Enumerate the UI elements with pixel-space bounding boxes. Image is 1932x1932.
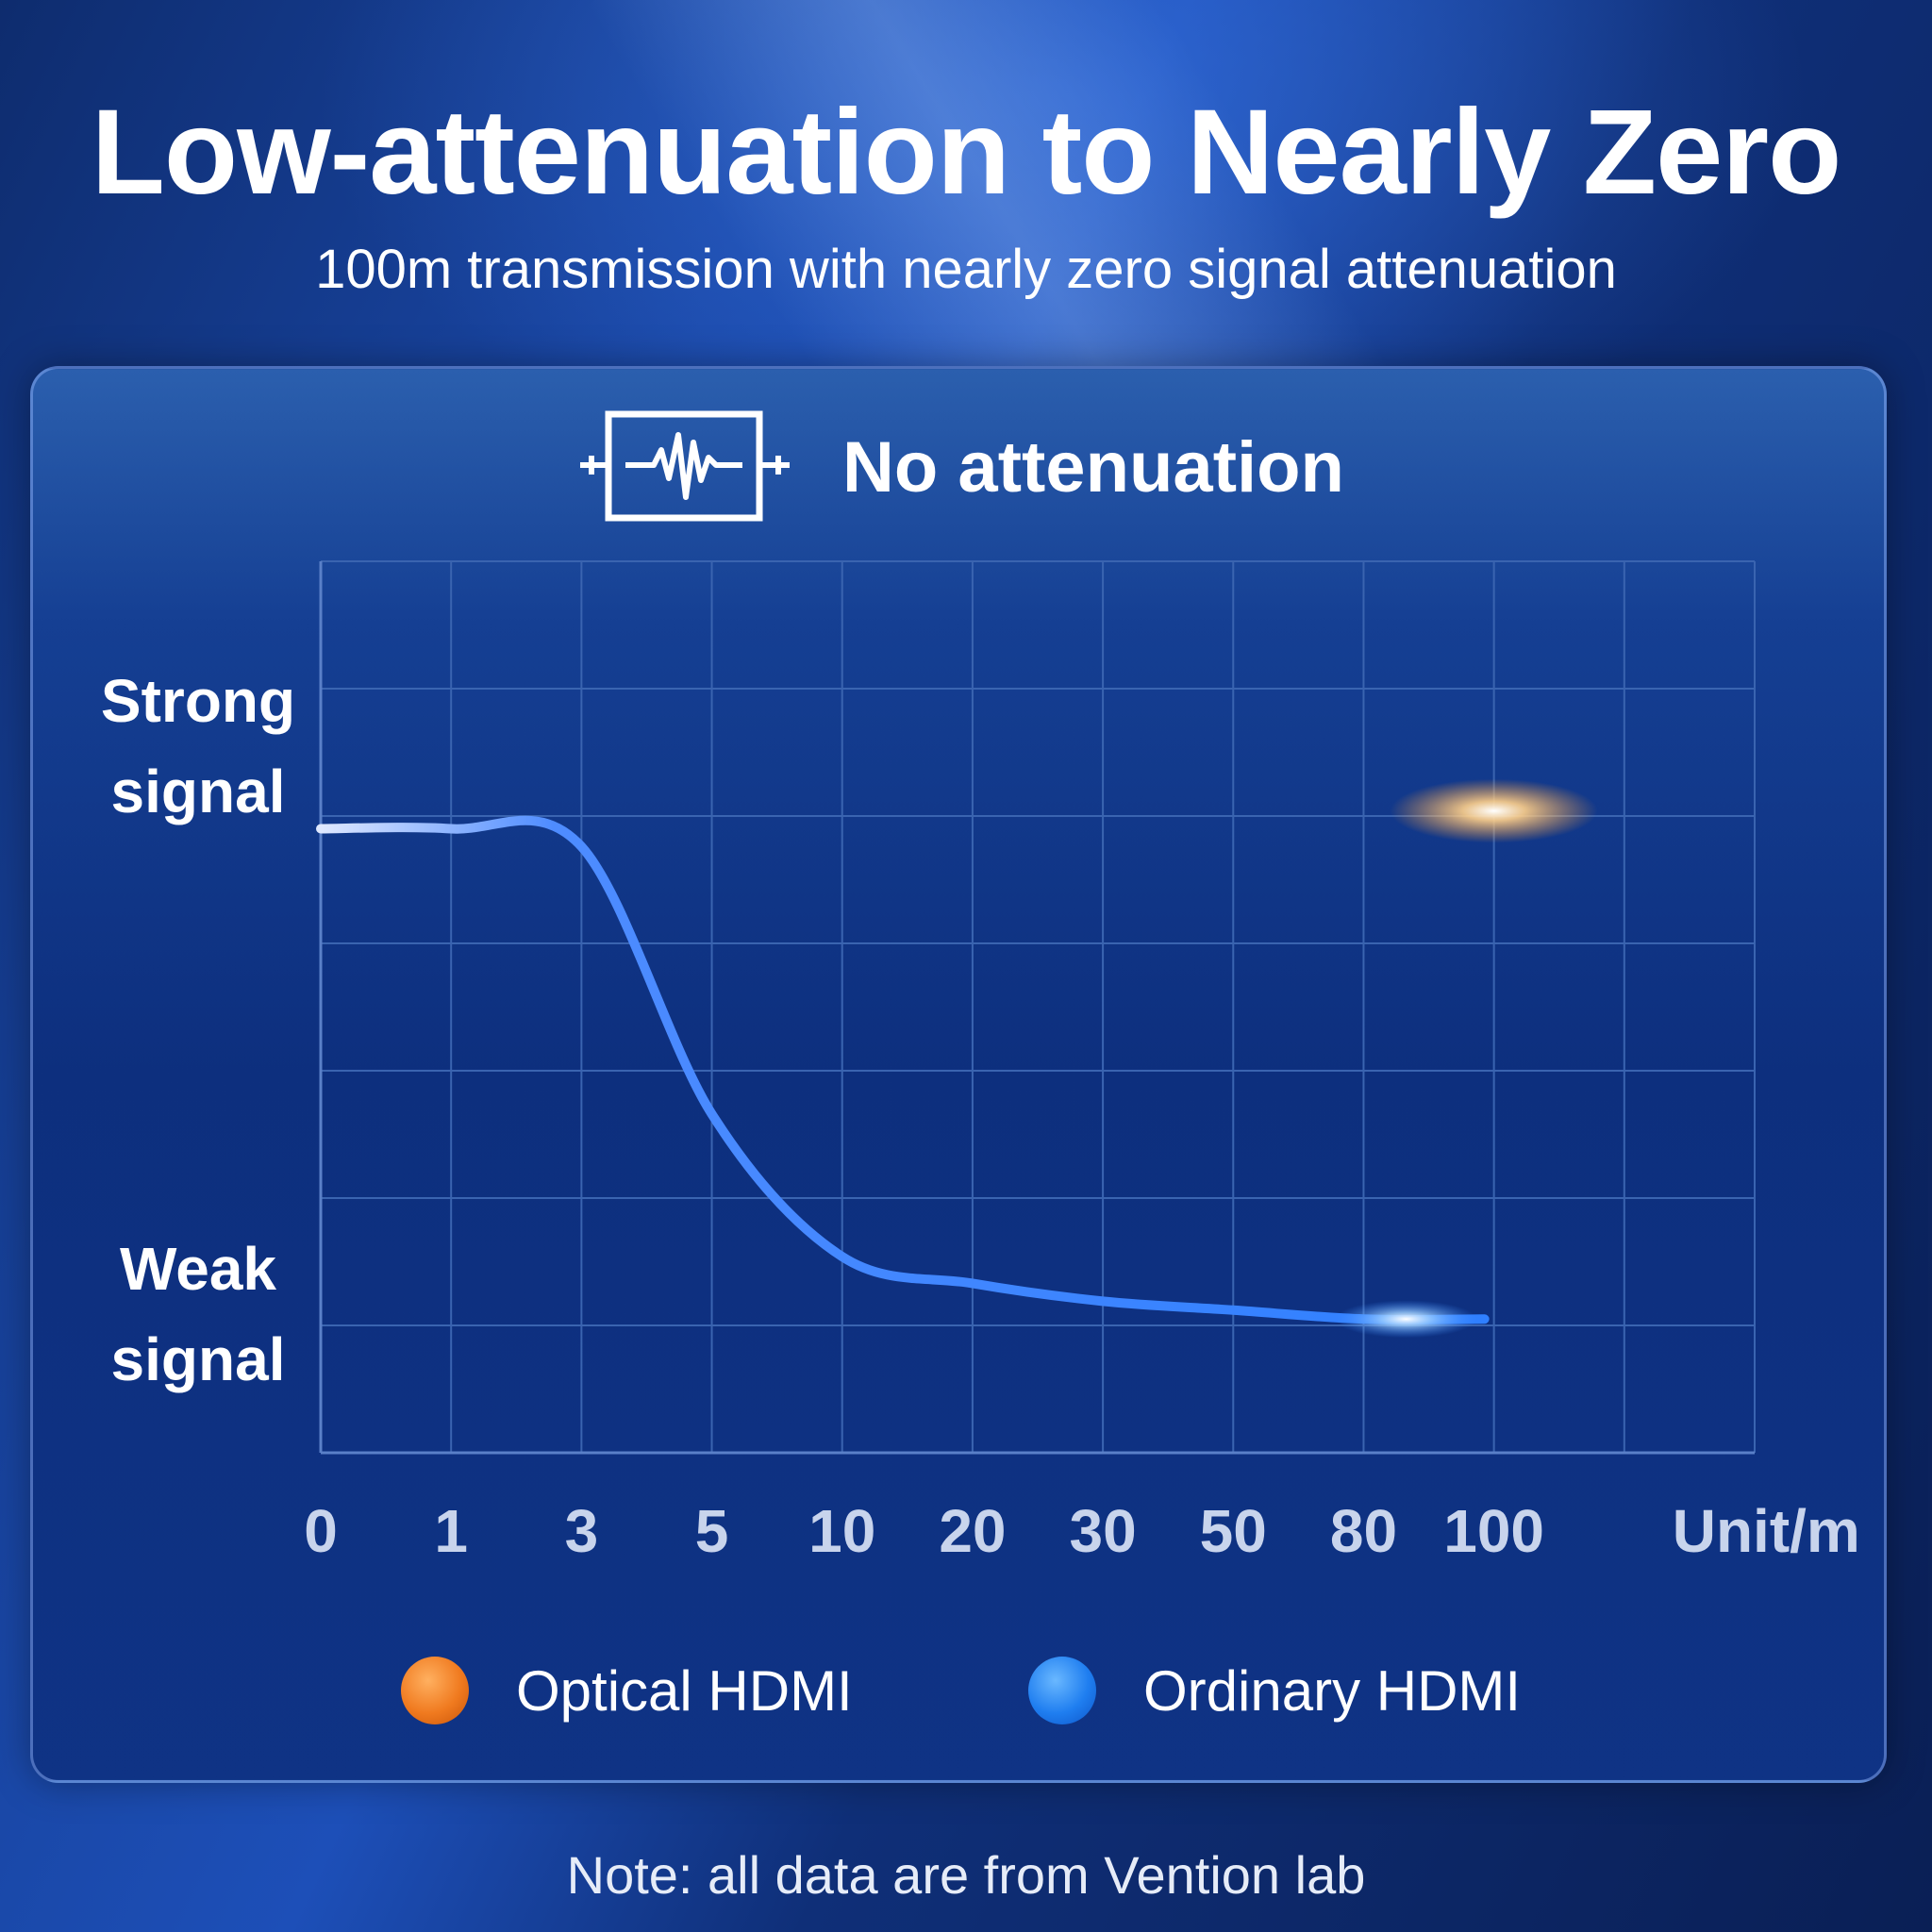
page-title: Low-attenuation to Nearly Zero	[91, 85, 1842, 220]
legend-item-ordinary-hdmi: Ordinary HDMI	[1028, 1653, 1521, 1728]
y-label-weak-line-2: signal	[110, 1325, 286, 1393]
legend-item-optical-hdmi: Optical HDMI	[401, 1653, 853, 1728]
legend-label-optical: Optical HDMI	[516, 1658, 853, 1723]
chart-panel	[30, 366, 1887, 1783]
y-label-strong-signal: Strong signal	[80, 656, 316, 837]
y-label-weak-signal: Weak signal	[80, 1224, 316, 1405]
chart-grid	[319, 560, 1756, 1455]
chart-series	[315, 778, 1817, 1339]
x-tick-label: 0	[304, 1497, 338, 1565]
panel-heading: No attenuation	[842, 426, 1344, 508]
legend-label-ordinary: Ordinary HDMI	[1143, 1658, 1522, 1723]
x-tick-label: 30	[1069, 1497, 1136, 1565]
x-axis-unit-label: Unit/m	[1673, 1497, 1860, 1565]
footnote: Note: all data are from Vention lab	[566, 1845, 1366, 1905]
series-glow-optical-hdmi	[1390, 778, 1598, 843]
x-tick-label: 20	[939, 1497, 1006, 1565]
signal-waveform-icon	[580, 410, 790, 522]
x-tick-label: 3	[565, 1497, 599, 1565]
panel-header: No attenuation	[580, 410, 1344, 524]
x-tick-label: 80	[1330, 1497, 1397, 1565]
series-line-ordinary-hdmi	[316, 815, 1490, 1324]
page-subtitle: 100m transmission with nearly zero signa…	[315, 239, 1617, 300]
x-tick-label: 5	[695, 1497, 729, 1565]
x-tick-label: 100	[1443, 1497, 1544, 1565]
x-tick-label: 1	[434, 1497, 468, 1565]
y-label-weak-line-1: Weak	[119, 1235, 277, 1303]
x-axis-ticks: 0 1 3 5 10 20 30 50 80 100 Unit/m	[304, 1497, 1860, 1565]
legend-dot-optical	[401, 1657, 469, 1724]
y-label-strong-line-1: Strong	[100, 667, 296, 735]
y-label-strong-line-2: signal	[110, 758, 286, 825]
x-tick-label: 50	[1200, 1497, 1267, 1565]
x-tick-label: 10	[808, 1497, 875, 1565]
series-glow-ordinary-hdmi	[1335, 1300, 1477, 1339]
legend-dot-ordinary	[1028, 1657, 1096, 1724]
